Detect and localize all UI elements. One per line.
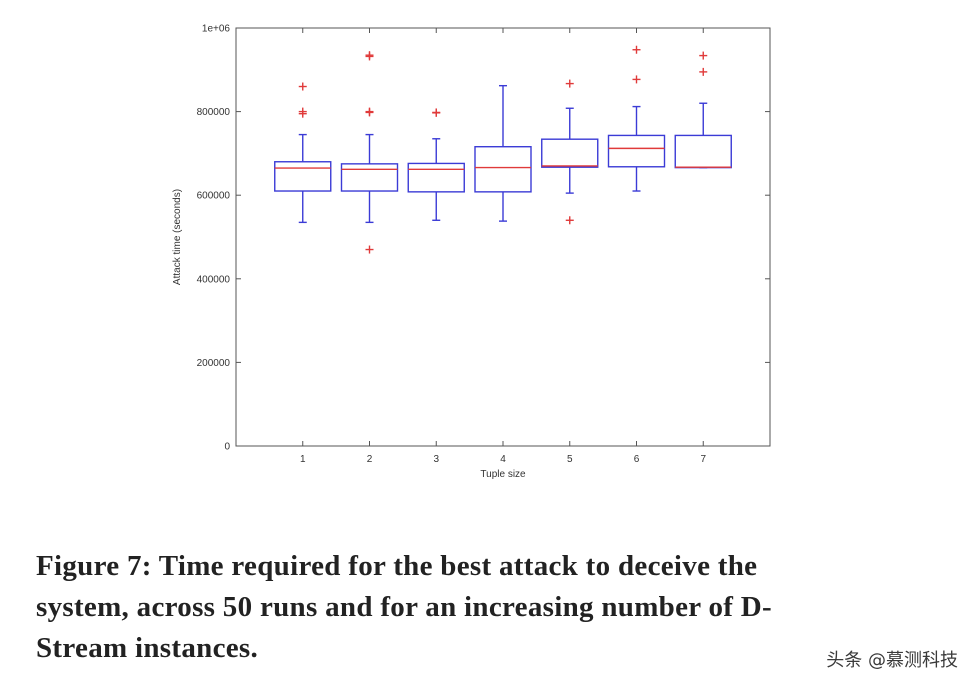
outlier-marker [632,45,641,54]
box-1 [274,82,332,224]
x-tick-label: 6 [634,454,640,465]
iqr-box [340,163,399,192]
y-tick-label: 0 [224,442,230,453]
outlier-marker [365,245,374,254]
iqr-box [474,146,532,193]
box-3 [407,108,465,221]
x-tick-label: 1 [300,454,306,465]
iqr-box [541,138,599,168]
x-tick-label: 2 [367,454,373,465]
iqr-box [407,162,465,193]
y-axis: 0 200000 400000 600000 800000 [197,107,770,453]
y-tick-label: 800000 [197,107,231,118]
y-tick-label: 400000 [197,274,231,285]
boxes-group [274,45,732,254]
x-axis: 1 2 3 4 5 6 7 [300,28,706,465]
iqr-box [674,134,732,169]
y-axis-label: Attack time (seconds) [172,189,183,285]
x-tick-label: 3 [433,454,439,465]
outlier-marker [632,75,641,84]
box-7 [674,51,732,169]
box-4 [474,84,532,222]
outlier-marker [432,108,441,117]
y-tick-label: 600000 [197,191,231,202]
iqr-box [607,134,666,168]
x-tick-label: 4 [500,454,506,465]
iqr-box [274,161,332,192]
box-2 [340,51,399,254]
figure-caption: Figure 7: Time required for the best att… [36,546,956,669]
caption-line-1: Figure 7: Time required for the best att… [36,550,758,582]
x-axis-label: Tuple size [480,469,526,480]
outlier-marker [699,67,708,76]
box-6 [607,45,666,192]
outlier-marker [298,109,307,118]
box-5 [541,79,599,225]
outlier-marker [365,51,374,60]
outlier-marker [565,79,574,88]
x-tick-label: 7 [700,454,706,465]
y-axis-exponent: 1e+06 [202,24,231,35]
outlier-marker [699,51,708,60]
caption-line-2: system, across 50 runs and for an increa… [36,591,772,623]
watermark: 头条 @慕测科技 [826,650,958,671]
outlier-marker [365,108,374,117]
x-tick-label: 5 [567,454,573,465]
y-tick-label: 200000 [197,358,231,369]
outlier-marker [298,82,307,91]
outlier-marker [565,216,574,225]
caption-line-3: Stream instances. [36,632,259,664]
